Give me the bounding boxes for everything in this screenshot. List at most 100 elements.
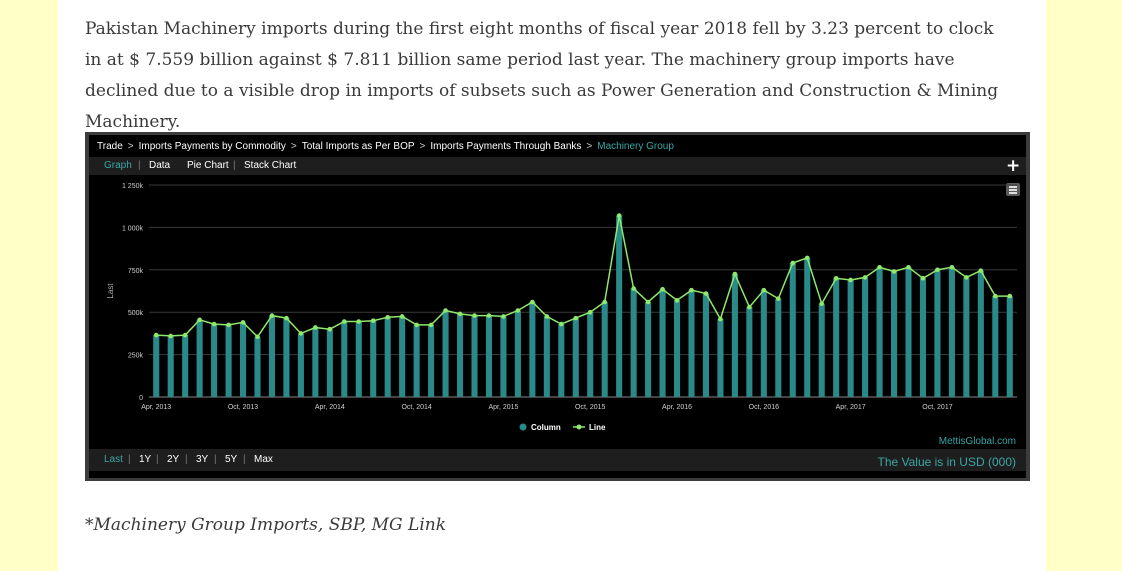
column-bar xyxy=(572,318,579,397)
tab-stack-chart[interactable]: Stack Chart xyxy=(244,160,297,171)
line-point xyxy=(226,322,231,328)
line-point xyxy=(356,319,362,324)
line-point xyxy=(370,318,376,323)
range-5y-button[interactable]: 5Y xyxy=(225,454,238,465)
column-bar xyxy=(268,315,276,397)
line-point xyxy=(920,275,926,281)
y-tick-label: 1 250k xyxy=(122,183,144,190)
line-point xyxy=(472,313,477,318)
x-tick-label: Apr, 2017 xyxy=(836,404,866,411)
column-bar xyxy=(399,316,406,397)
column-bar xyxy=(428,324,435,397)
tab-graph[interactable]: Graph xyxy=(104,160,132,171)
column-bar xyxy=(789,263,796,397)
series-line xyxy=(156,215,1010,338)
chart-widget-inner: Trade > Imports Payments by Commodity > … xyxy=(89,135,1026,478)
range-1y-button[interactable]: 1Y xyxy=(139,454,152,465)
line-point xyxy=(559,321,564,327)
breadcrumb-item-trade[interactable]: Trade xyxy=(97,140,123,152)
line-point xyxy=(703,291,709,296)
line-point xyxy=(1007,293,1013,299)
column-bar xyxy=(673,300,681,397)
legend-line-marker xyxy=(576,424,582,430)
column-bar xyxy=(992,296,999,397)
y-tick-label: 750k xyxy=(128,268,144,275)
y-tick-label: 250k xyxy=(128,353,144,360)
line-point xyxy=(587,309,593,315)
y-axis-label: Last xyxy=(106,283,115,299)
column-bar xyxy=(760,290,767,397)
column-bar xyxy=(485,315,493,397)
range-divider: | xyxy=(156,454,159,465)
column-bar xyxy=(341,321,348,397)
line-point xyxy=(530,299,535,305)
view-tabbar: Graph | Data Pie Chart | Stack Chart xyxy=(89,157,1026,175)
range-divider: | xyxy=(243,454,246,465)
line-point xyxy=(877,264,882,270)
line-point xyxy=(935,267,940,273)
column-bar xyxy=(818,303,825,397)
chart-widget: Trade > Imports Payments by Commodity > … xyxy=(85,132,1030,481)
line-point xyxy=(327,326,333,332)
column-bar xyxy=(587,312,594,397)
column-bar xyxy=(919,278,927,397)
x-tick-label: Oct, 2016 xyxy=(749,404,779,411)
column-bar xyxy=(211,324,218,397)
line-point xyxy=(689,287,694,293)
column-bar xyxy=(862,277,869,397)
line-point xyxy=(269,313,275,318)
line-point xyxy=(862,275,868,280)
line-point xyxy=(804,255,810,261)
line-point xyxy=(776,296,781,301)
range-max-button[interactable]: Max xyxy=(254,454,273,465)
line-point xyxy=(182,332,188,338)
tab-data[interactable]: Data xyxy=(149,160,171,171)
line-point xyxy=(414,322,419,328)
column-bar xyxy=(297,333,304,397)
x-tick-label: Apr, 2013 xyxy=(141,404,171,411)
menu-line xyxy=(1009,186,1017,188)
column-bar xyxy=(659,289,666,397)
breadcrumb-item-imports-payments-through-banks[interactable]: Imports Payments Through Banks xyxy=(430,140,582,152)
breadcrumb-item-imports-payments-by-commodity[interactable]: Imports Payments by Commodity xyxy=(138,140,286,152)
range-3y-button[interactable]: 3Y xyxy=(196,454,209,465)
x-tick-label: Oct, 2013 xyxy=(228,404,258,411)
line-point xyxy=(342,319,347,324)
x-tick-label: Apr, 2016 xyxy=(662,404,692,411)
range-2y-button[interactable]: 2Y xyxy=(167,454,180,465)
column-bar xyxy=(529,302,536,397)
column-bar xyxy=(890,271,898,397)
legend-column-marker xyxy=(519,423,527,431)
machinery-imports-chart: 0 250k 500k 750k 1 000k 1 250k Last Apr, 2013 Oc… xyxy=(106,183,1017,432)
column-bar xyxy=(775,298,782,397)
column-bar xyxy=(847,279,854,397)
value-unit-note: The Value is in USD (000) xyxy=(877,455,1016,469)
line-point xyxy=(848,277,853,283)
line-point xyxy=(790,260,796,266)
line-point xyxy=(544,314,550,319)
column-bar xyxy=(167,335,174,397)
range-divider: | xyxy=(214,454,217,465)
line-point xyxy=(385,314,391,320)
column-bar xyxy=(616,215,623,397)
column-bar xyxy=(645,302,652,397)
plus-icon[interactable]: + xyxy=(1006,156,1021,176)
column-bar xyxy=(717,318,724,397)
range-divider: | xyxy=(128,454,131,465)
line-point xyxy=(978,268,984,273)
breadcrumb-item-total-imports-bop[interactable]: Total Imports as Per BOP xyxy=(301,140,415,152)
line-point xyxy=(645,299,651,305)
column-bar xyxy=(283,318,290,397)
column-bar xyxy=(948,267,955,397)
tab-pie-chart[interactable]: Pie Chart xyxy=(187,160,229,171)
hamburger-menu-icon[interactable] xyxy=(1006,183,1020,196)
line-point xyxy=(631,286,636,291)
column-bar xyxy=(876,267,883,397)
line-point xyxy=(255,334,260,340)
range-divider: | xyxy=(185,454,188,465)
breadcrumb-item-machinery-group: Machinery Group xyxy=(597,140,674,152)
column-bar xyxy=(630,288,637,397)
tab-divider: | xyxy=(233,160,236,171)
range-last-button[interactable]: Last xyxy=(104,454,123,465)
range-selector-bar: Last | 1Y | 2Y | 3Y | 5Y | Max The Value… xyxy=(89,449,1026,471)
